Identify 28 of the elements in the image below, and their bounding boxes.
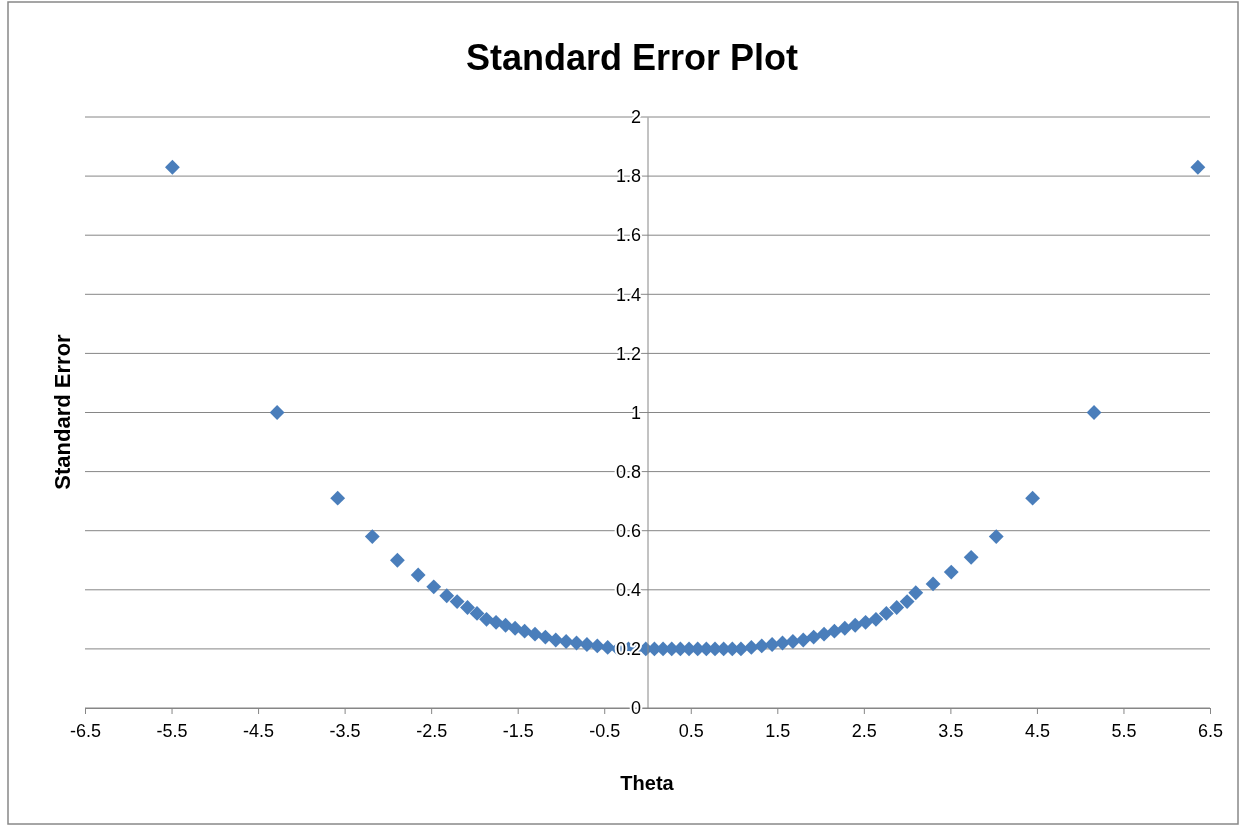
y-tick-label: 0.2 bbox=[615, 639, 641, 660]
x-tick-label: 5.5 bbox=[1111, 720, 1137, 741]
x-tick-label: -1.5 bbox=[502, 720, 534, 741]
x-tick-label: 1.5 bbox=[765, 720, 791, 741]
y-tick-label: 0.8 bbox=[615, 461, 641, 482]
x-tick-label: -6.5 bbox=[69, 720, 102, 741]
y-tick-label: 0 bbox=[630, 698, 641, 719]
x-tick-label: -5.5 bbox=[156, 720, 188, 741]
x-tick-label: -3.5 bbox=[329, 720, 361, 741]
x-tick-label: -2.5 bbox=[416, 720, 448, 741]
x-tick-label: 6.5 bbox=[1197, 720, 1224, 741]
y-tick-label: 1.8 bbox=[615, 166, 641, 187]
x-tick-label: -0.5 bbox=[589, 720, 621, 741]
y-tick-label: 1.6 bbox=[615, 225, 641, 246]
x-tick-label: 4.5 bbox=[1024, 720, 1050, 741]
x-tick-label: -4.5 bbox=[243, 720, 275, 741]
x-tick-label: 3.5 bbox=[938, 720, 964, 741]
y-tick-label: 1.4 bbox=[615, 284, 641, 305]
x-tick-label: 0.5 bbox=[678, 720, 704, 741]
y-tick-label: 0.4 bbox=[615, 580, 641, 601]
y-tick-label: 1.2 bbox=[615, 343, 641, 364]
y-tick-label: 2 bbox=[630, 107, 641, 128]
x-tick-label: 2.5 bbox=[851, 720, 877, 741]
chart-title: Standard Error Plot bbox=[465, 37, 799, 78]
y-tick-label: 0.6 bbox=[615, 520, 641, 541]
y-axis-title: Standard Error bbox=[50, 333, 75, 490]
y-tick-label: 1 bbox=[630, 402, 641, 423]
x-axis-title: Theta bbox=[620, 772, 675, 794]
